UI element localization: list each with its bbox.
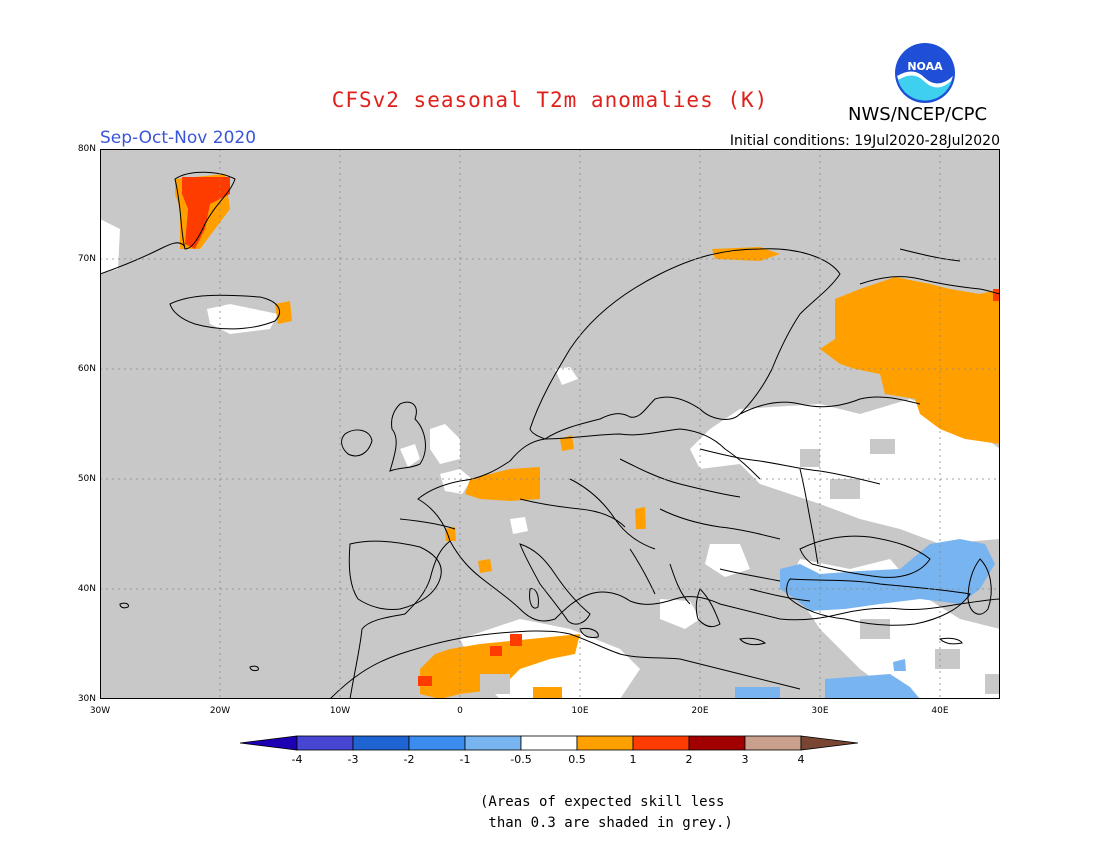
colorbar-label: -0.5 (510, 753, 532, 766)
lon-tick-label: 20E (691, 706, 709, 716)
map-title: CFSv2 seasonal T2m anomalies (K) (331, 88, 769, 112)
warm-anomaly-regions (175, 174, 1000, 699)
lon-tick-label: 10W (329, 706, 351, 716)
colorbar-segment (352, 735, 410, 751)
colorbar-segment (800, 735, 859, 751)
colorbar-label: 2 (685, 753, 693, 766)
colorbar-segment (576, 735, 634, 751)
lat-tick-label: 30N (77, 694, 96, 704)
anomaly-map (100, 149, 1000, 699)
cool-anomaly-regions (735, 539, 995, 699)
lat-tick-label: 80N (77, 144, 96, 154)
lon-tick-label: 10E (571, 706, 589, 716)
colorbar-label: 1 (629, 753, 637, 766)
colorbar-label: -4 (291, 753, 303, 766)
colorbar-segment (464, 735, 522, 751)
lat-tick-label: 60N (77, 364, 96, 374)
graticule (100, 149, 1000, 699)
lon-tick-label: 20W (209, 706, 231, 716)
colorbar-label: -1 (459, 753, 471, 766)
lat-tick-label: 70N (77, 254, 96, 264)
lat-tick-label: 50N (77, 474, 96, 484)
colorbar-segment (520, 735, 578, 751)
noaa-logo-icon: NOAA (895, 43, 955, 103)
colorbar-segment (632, 735, 690, 751)
colorbar (240, 735, 859, 751)
colorbar-label: -2 (403, 753, 415, 766)
initial-conditions-label: Initial conditions: 19Jul2020-28Jul2020 (729, 133, 1000, 149)
colorbar-label: 3 (741, 753, 749, 766)
colorbar-label: 4 (797, 753, 805, 766)
lon-tick-label: 30W (89, 706, 111, 716)
colorbar-segment (408, 735, 466, 751)
lon-tick-label: 40E (931, 706, 949, 716)
colorbar-segment (240, 735, 298, 751)
agency-label: NWS/NCEP/CPC (848, 104, 988, 125)
lat-tick-label: 40N (77, 584, 96, 594)
colorbar-label: 0.5 (568, 753, 586, 766)
skill-note: (Areas of expected skill less than 0.3 a… (480, 792, 733, 834)
colorbar-segment (744, 735, 802, 751)
skill-note-line: (Areas of expected skill less (480, 794, 725, 810)
colorbar-segment (296, 735, 354, 751)
skill-note-line: than 0.3 are shaded in grey.) (480, 815, 733, 831)
svg-text:NOAA: NOAA (907, 60, 943, 73)
strong-warm-regions (182, 177, 1000, 686)
season-label: Sep-Oct-Nov 2020 (100, 128, 257, 148)
lon-tick-label: 0 (457, 706, 463, 716)
colorbar-label: -3 (347, 753, 359, 766)
lon-tick-label: 30E (811, 706, 829, 716)
colorbar-segment (688, 735, 746, 751)
